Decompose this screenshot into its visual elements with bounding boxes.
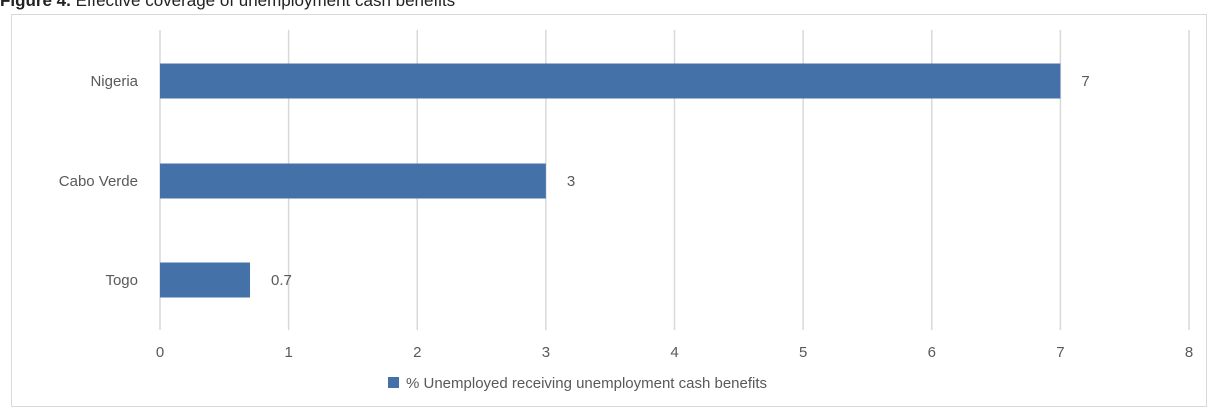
data-label: 0.7	[271, 272, 292, 289]
bar	[160, 163, 546, 199]
x-tick-labels: 0 1 2 3 4 5 6 7 8	[156, 344, 1193, 361]
category-label: Togo	[105, 272, 138, 289]
x-tick-label: 3	[542, 344, 550, 361]
x-tick-label: 8	[1185, 344, 1193, 361]
data-label: 7	[1081, 73, 1089, 90]
bar	[160, 262, 251, 298]
x-tick-label: 0	[156, 344, 164, 361]
legend-label: % Unemployed receiving unemployment cash…	[406, 375, 767, 392]
x-tick-label: 7	[1056, 344, 1064, 361]
data-label: 3	[567, 173, 575, 190]
category-label: Cabo Verde	[59, 173, 138, 190]
figure-title: Effective coverage of unemployment cash …	[75, 0, 456, 10]
figure-caption: Figure 4. Effective coverage of unemploy…	[0, 0, 455, 11]
bar	[160, 63, 1061, 99]
data-labels: 730.7	[271, 73, 1090, 289]
bars	[160, 63, 1061, 298]
legend-swatch	[388, 377, 399, 388]
figure-label: Figure 4.	[0, 0, 71, 10]
chart-frame	[11, 14, 1207, 407]
x-tick-label: 2	[413, 344, 421, 361]
x-tick-label: 6	[928, 344, 936, 361]
x-tick-label: 5	[799, 344, 807, 361]
legend: % Unemployed receiving unemployment cash…	[388, 375, 767, 392]
x-tick-label: 1	[284, 344, 292, 361]
x-tick-label: 4	[670, 344, 678, 361]
category-label: Nigeria	[90, 73, 138, 90]
category-labels: Nigeria Cabo Verde Togo	[59, 73, 139, 289]
